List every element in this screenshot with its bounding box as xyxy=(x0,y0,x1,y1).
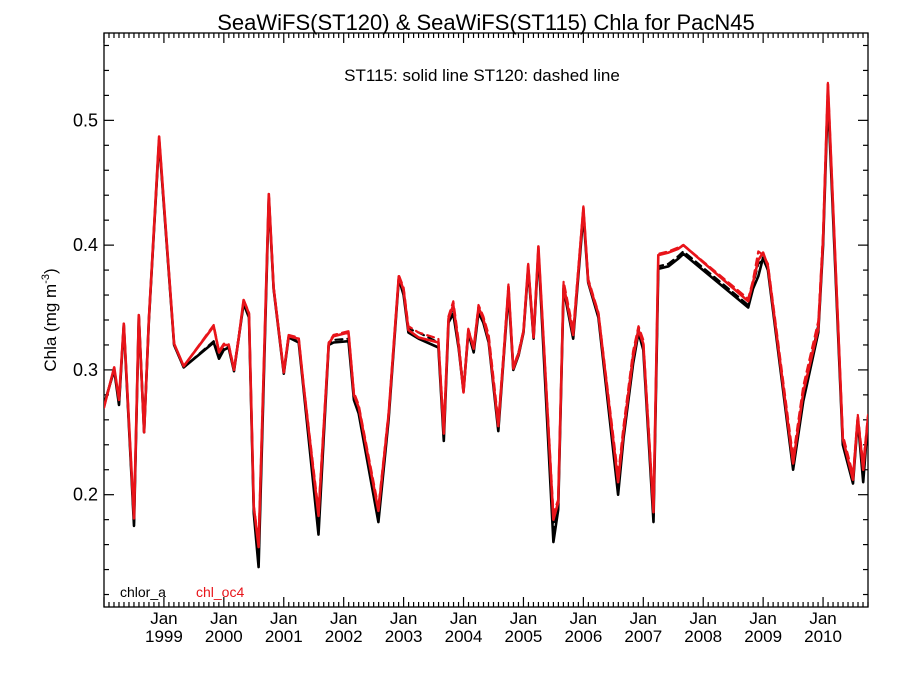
chart-title: SeaWiFS(ST120) & SeaWiFS(ST115) Chla for… xyxy=(217,10,755,35)
line-style-note: ST115: solid line ST120: dashed line xyxy=(344,66,620,85)
x-tick-label-year: 2006 xyxy=(564,627,602,646)
x-tick-label-month: Jan xyxy=(570,609,597,628)
x-tick-label-year: 2009 xyxy=(744,627,782,646)
x-tick-label-month: Jan xyxy=(450,609,477,628)
series-line-chl-oc4-st120 xyxy=(104,81,868,544)
legend-item-chlor-a: chlor_a xyxy=(120,584,166,600)
y-tick-label: 0.5 xyxy=(73,110,98,130)
x-tick-label-month: Jan xyxy=(510,609,537,628)
x-tick-label-month: Jan xyxy=(630,609,657,628)
y-axis-label: Chla (mg m-3) xyxy=(40,268,60,371)
legend-item-chl-oc4: chl_oc4 xyxy=(196,584,244,600)
x-tick-label-month: Jan xyxy=(330,609,357,628)
x-tick-label-month: Jan xyxy=(210,609,237,628)
x-tick-label-year: 2002 xyxy=(325,627,363,646)
y-axis-label-main: Chla (mg m xyxy=(41,284,60,372)
x-tick-label-month: Jan xyxy=(390,609,417,628)
series-layer xyxy=(104,81,868,569)
legend: chlor_a chl_oc4 xyxy=(120,584,244,600)
x-tick-label-year: 2007 xyxy=(624,627,662,646)
x-tick-label-month: Jan xyxy=(749,609,776,628)
x-tick-label-year: 2008 xyxy=(684,627,722,646)
series-line-chl-oc4-st115 xyxy=(104,82,868,549)
x-tick-label-year: 2003 xyxy=(385,627,423,646)
x-tick-label-year: 1999 xyxy=(145,627,183,646)
x-axis-ticks: Jan1999Jan2000Jan2001Jan2002Jan2003Jan20… xyxy=(103,33,869,646)
x-tick-label-month: Jan xyxy=(809,609,836,628)
plot-border xyxy=(103,32,869,608)
plot-frame xyxy=(103,32,869,608)
svg-text:Chla (mg m-3): Chla (mg m-3) xyxy=(40,268,60,371)
x-tick-label-year: 2005 xyxy=(505,627,543,646)
y-tick-label: 0.4 xyxy=(73,235,98,255)
y-axis-label-close: ) xyxy=(41,268,60,274)
x-tick-label-year: 2001 xyxy=(265,627,303,646)
x-tick-label-month: Jan xyxy=(690,609,717,628)
x-tick-label-year: 2000 xyxy=(205,627,243,646)
y-axis-label-superscript: -3 xyxy=(40,274,52,284)
y-axis-ticks: 0.2 0.3 0.4 0.5 xyxy=(73,44,868,596)
x-tick-label-year: 2004 xyxy=(445,627,483,646)
y-tick-label: 0.3 xyxy=(73,360,98,380)
x-tick-label-month: Jan xyxy=(270,609,297,628)
x-tick-label-month: Jan xyxy=(150,609,177,628)
x-tick-label-year: 2010 xyxy=(804,627,842,646)
y-tick-label: 0.2 xyxy=(73,485,98,505)
